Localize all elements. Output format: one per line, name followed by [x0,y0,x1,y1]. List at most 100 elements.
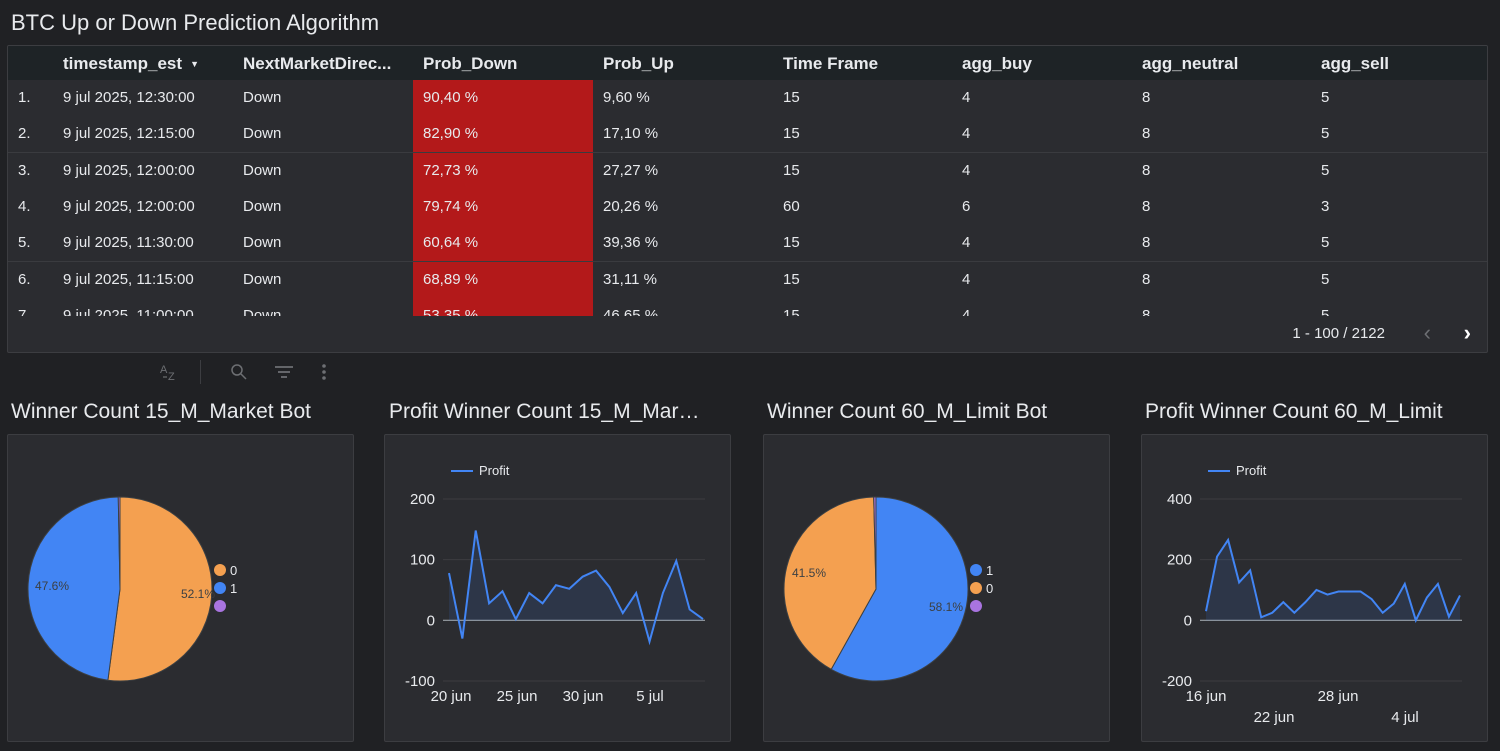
cell-agg-neutral: 8 [1142,306,1151,316]
cell-timestamp: 9 jul 2025, 11:00:00 [63,306,194,316]
cell-agg-buy: 6 [962,197,971,215]
cell-prob-up: 27,27 % [603,161,659,179]
column-header-agg-neutral[interactable]: agg_neutral [1142,54,1239,73]
legend-swatch [214,564,226,576]
cell-time-frame: 15 [783,234,800,252]
table-row[interactable]: 2. 9 jul 2025, 12:15:00 Down 82,90 % 17,10 %… [8,116,1487,154]
zoom-icon[interactable] [229,362,249,387]
slice-label: 52.1% [181,587,215,601]
table-row[interactable]: 3. 9 jul 2025, 12:00:00 Down 72,73 % 27,27 %… [8,152,1487,190]
column-header-time-frame[interactable]: Time Frame [783,54,879,73]
series-line-profit [1205,537,1461,624]
cell-prob-down: 79,74 % [413,188,593,225]
pie-slice [117,496,121,590]
cell-agg-buy: 4 [962,306,971,316]
cell-row-index: 5. [18,234,31,252]
table-row[interactable]: 4. 9 jul 2025, 12:00:00 Down 79,74 % 20,26 %… [8,188,1487,226]
cell-prob-up: 46,65 % [603,306,659,316]
cell-timestamp: 9 jul 2025, 12:00:00 [63,197,195,215]
cell-agg-buy: 4 [962,89,971,106]
column-header-prob-up[interactable]: Prob_Up [603,54,674,73]
slice-label: 47.6% [35,579,69,593]
legend-label: Profit [479,463,510,478]
pie-slice [783,496,877,671]
svg-text:Z: Z [168,371,175,382]
y-tick-label: 0 [1184,612,1192,629]
cell-direction: Down [243,306,282,316]
legend-label: 0 [230,563,237,578]
x-tick-label: 20 jun [431,688,472,705]
cell-prob-up: 9,60 % [603,89,650,106]
pagination-range: 1 - 100 / 2122 [1292,325,1385,342]
cell-agg-neutral: 8 [1142,161,1151,179]
column-header-agg-buy[interactable]: agg_buy [962,54,1032,73]
cell-prob-down: 60,64 % [413,225,593,262]
legend-swatch [970,564,982,576]
cell-time-frame: 15 [783,161,800,179]
x-tick-label: 22 jun [1254,709,1295,726]
filter-icon[interactable] [274,362,294,387]
slice-label: 41.5% [792,566,826,580]
prev-page-icon[interactable]: ‹ [1423,320,1431,345]
line-chart-profit-60m[interactable]: 400 200 0 -200 Profit 16 jun 22 jun 28 jun 4 jul [1141,434,1488,742]
cell-prob-up: 39,36 % [603,234,659,252]
table-row[interactable]: 7. 9 jul 2025, 11:00:00 Down 53,35 % 46,65 %… [8,297,1487,316]
cell-prob-down: 82,90 % [413,116,593,153]
table-row[interactable]: 5. 9 jul 2025, 11:30:00 Down 60,64 % 39,36 %… [8,225,1487,263]
legend-label: Profit [1236,463,1267,478]
cell-row-index: 3. [18,161,31,179]
x-tick-label: 30 jun [563,688,604,705]
cell-prob-down: 68,89 % [413,261,593,298]
column-header-agg-sell[interactable]: agg_sell [1321,54,1390,73]
cell-timestamp: 9 jul 2025, 12:15:00 [63,125,195,143]
y-tick-label: -200 [1162,673,1192,690]
cell-agg-sell: 5 [1321,270,1330,288]
cell-prob-down: 53,35 % [413,297,593,316]
table-row[interactable]: 1. 9 jul 2025, 12:30:00 Down 90,40 % 9,60 % 1… [8,80,1487,117]
cell-row-index: 6. [18,270,31,288]
data-table: timestamp_est ▼ NextMarketDirec... Prob_D… [7,45,1488,353]
cell-row-index: 4. [18,197,31,215]
pie-chart-winner-60m[interactable]: 58.1% 41.5% 1 0 [763,434,1110,742]
cell-direction: Down [243,270,282,288]
cell-agg-buy: 4 [962,270,971,288]
legend-label: 0 [986,581,993,596]
cell-agg-buy: 4 [962,234,971,252]
table-body[interactable]: 1. 9 jul 2025, 12:30:00 Down 90,40 % 9,60 % 1… [8,80,1487,316]
line-chart-profit-15m[interactable]: 200 100 0 -100 Profit 20 jun 25 jun 30 jun 5 jul [384,434,731,742]
cell-prob-up: 31,11 % [603,270,657,288]
toolbar-divider [200,360,201,384]
more-vert-icon[interactable] [318,362,330,387]
x-tick-label: 5 jul [636,688,664,705]
cell-agg-sell: 5 [1321,125,1330,143]
pie-chart-winner-15m[interactable]: 52.1% 47.6% 0 1 [7,434,354,742]
cell-agg-neutral: 8 [1142,89,1151,106]
sort-desc-icon[interactable]: ▼ [190,59,199,69]
legend-swatch [970,582,982,594]
column-header-direction[interactable]: NextMarketDirec... [243,54,392,73]
cell-time-frame: 15 [783,125,800,143]
cell-agg-sell: 5 [1321,161,1330,179]
chart-title-winner-15m: Winner Count 15_M_Market Bot [11,400,311,423]
next-page-icon[interactable]: › [1463,320,1471,345]
x-tick-label: 25 jun [497,688,538,705]
cell-agg-sell: 3 [1321,197,1330,215]
y-tick-label: 200 [1167,552,1192,569]
cell-timestamp: 9 jul 2025, 11:15:00 [63,270,194,288]
cell-timestamp: 9 jul 2025, 12:30:00 [63,89,195,106]
y-tick-label: 200 [410,491,435,508]
cell-prob-up: 17,10 % [603,125,659,143]
cell-prob-down: 90,40 % [413,80,593,116]
table-row[interactable]: 6. 9 jul 2025, 11:15:00 Down 68,89 % 31,11 %… [8,261,1487,299]
series-line-profit [448,530,704,646]
cell-direction: Down [243,161,282,179]
column-header-timestamp[interactable]: timestamp_est ▼ [63,54,199,74]
cell-direction: Down [243,125,282,143]
column-label: timestamp_est [63,54,183,73]
cell-agg-sell: 5 [1321,89,1330,106]
pie-slice [873,496,877,590]
cell-agg-buy: 4 [962,125,971,143]
legend-swatch [214,600,226,612]
column-header-prob-down[interactable]: Prob_Down [423,54,518,73]
